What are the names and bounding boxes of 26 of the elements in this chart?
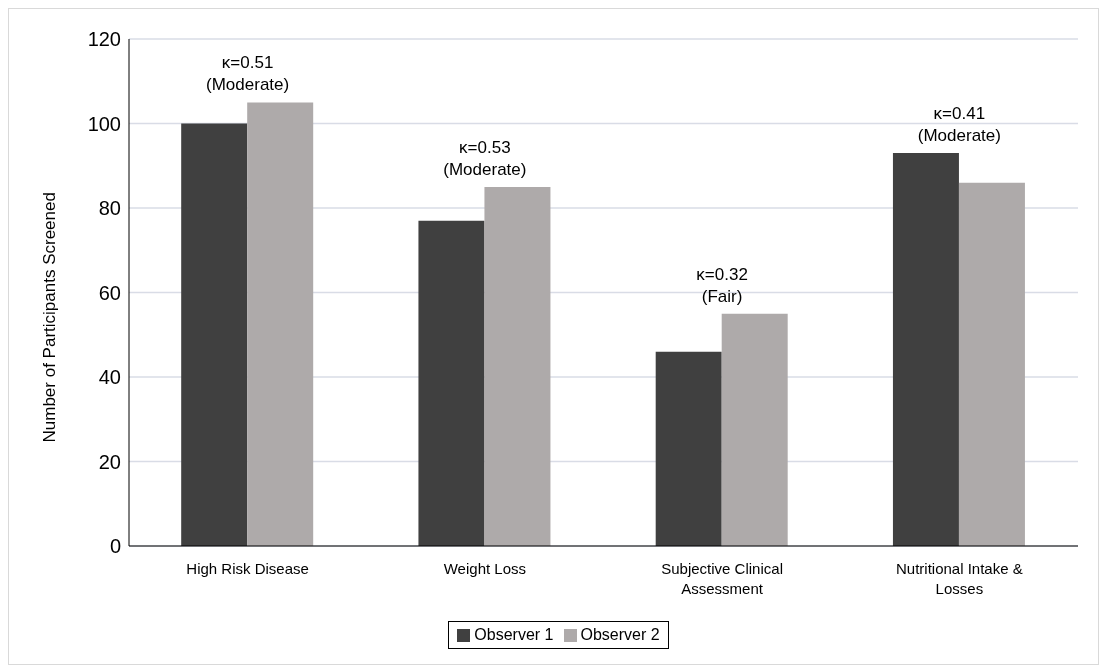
y-tick-label: 80 [98, 197, 121, 220]
y-tick-label: 60 [98, 281, 121, 304]
bar [181, 123, 248, 546]
y-tick-label: 120 [87, 28, 121, 51]
x-tick-label: Subjective Clinical Assessment [661, 560, 783, 597]
bar [958, 182, 1025, 546]
bar [655, 351, 722, 546]
legend-label: Observer 2 [579, 626, 660, 644]
y-tick-label: 20 [98, 450, 121, 473]
y-tick-label: 0 [109, 535, 121, 558]
annotation: κ=0.51 (Moderate) [206, 53, 290, 95]
x-tick-label: High Risk Disease [186, 560, 309, 577]
annotation: κ=0.32 (Fair) [696, 264, 748, 306]
y-axis-title: Number of Participants Screened [40, 192, 60, 443]
y-tick-label: 40 [98, 366, 121, 389]
legend-label: Observer 1 [473, 626, 554, 644]
bar [892, 153, 959, 546]
annotation: κ=0.41 (Moderate) [917, 104, 1001, 146]
x-tick-label: Weight Loss [443, 560, 527, 577]
x-tick-label: Nutritional Intake & Losses [896, 560, 1023, 597]
y-tick-label: 100 [87, 112, 121, 135]
annotation: κ=0.53 (Moderate) [443, 137, 527, 179]
bar [484, 186, 551, 546]
bar [247, 102, 314, 546]
bar [721, 313, 788, 546]
bar [418, 220, 485, 546]
